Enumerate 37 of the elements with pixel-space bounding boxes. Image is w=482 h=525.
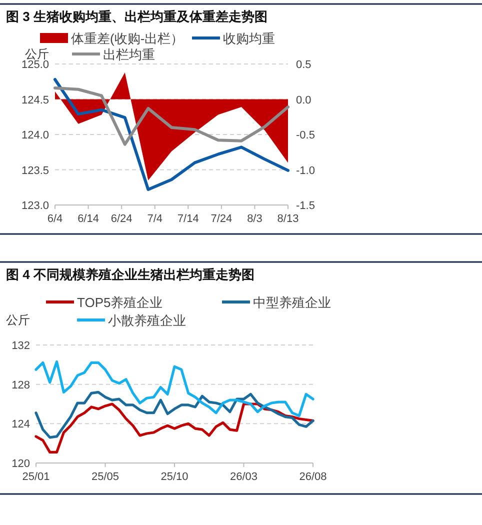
y-tick-label: 123.0 [21,200,49,212]
y-tick-label: 124.0 [21,130,49,142]
x-tick-label: 7/24 [210,213,232,225]
y-tick-label: 125.0 [21,59,49,71]
x-tick-label: 25/01 [22,471,50,483]
legend-label: 中型养殖企业 [253,295,331,310]
y2-tick-label: -0.5 [296,130,315,142]
y-tick-label: 123.5 [21,164,49,177]
chart-title: 图 3 生猪收购均重、出栏均重及体重差走势图 [6,9,268,24]
y2-tick-label: 0.5 [296,59,312,71]
y-tick-label: 132 [12,340,30,352]
legend-label: 小散养殖企业 [108,313,186,328]
x-tick-label: 7/4 [147,213,163,225]
x-tick-label: 25/10 [160,471,188,483]
y2-tick-label: 0.0 [296,94,312,106]
legend-label: 体重差(收购-出栏） [71,31,184,46]
y-tick-label: 120 [12,458,30,470]
x-tick-label: 6/14 [78,213,99,225]
x-tick-label: 6/4 [47,213,63,225]
legend-label: TOP5养殖企业 [77,295,163,310]
x-tick-label: 25/05 [91,471,120,483]
y2-tick-label: -1.0 [296,164,315,177]
x-tick-label: 7/14 [177,213,199,225]
y-axis-title: 公斤 [25,47,49,61]
legend-label: 出栏均重 [103,47,155,62]
y-axis-title: 公斤 [6,313,30,327]
legend-label: 收购均重 [223,31,275,46]
y2-tick-label: -1.5 [296,200,315,212]
x-tick-label: 8/3 [247,213,262,225]
x-tick-label: 26/03 [230,471,258,483]
x-tick-label: 6/24 [110,213,132,225]
chart-title: 图 4 不同规模养殖企业生猪出栏均重走势图 [6,267,254,282]
y-tick-label: 124.5 [21,94,49,106]
x-tick-label: 8/13 [277,213,299,225]
y-tick-label: 128 [12,379,30,392]
y-tick-label: 124 [12,418,30,431]
x-tick-label: 26/08 [299,471,327,483]
